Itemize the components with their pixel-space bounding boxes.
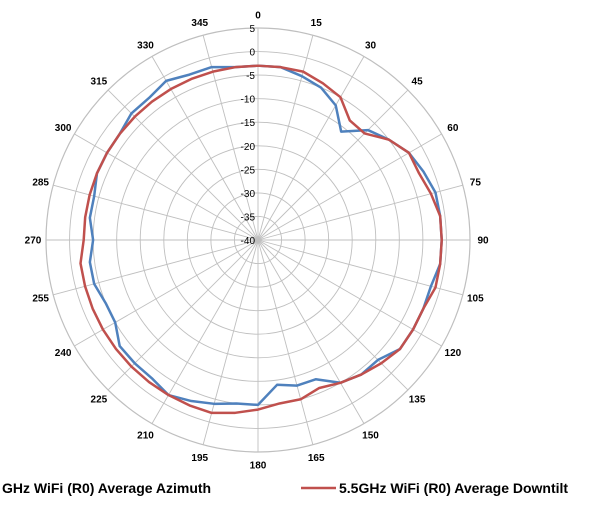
angle-label: 15 [311,18,323,29]
grid-spoke [257,239,463,296]
angle-label: 300 [55,123,72,134]
angle-label: 120 [445,348,462,359]
legend-label-azimuth: GHz WiFi (R0) Average Azimuth [2,480,211,496]
angle-label: 270 [25,236,42,247]
grid-spoke [74,239,259,347]
grid-spoke [151,239,259,424]
angle-label: 345 [191,18,208,29]
radial-tick-label: -5 [246,71,255,82]
angle-label: 255 [32,294,49,305]
grid-spoke [202,35,259,241]
grid-spoke [257,239,442,347]
angle-label: 45 [412,76,424,87]
angle-label: 135 [409,395,426,406]
radial-tick-label: -30 [241,189,256,200]
grid-spoke [202,239,259,445]
radial-tick-labels: 5 0 -5 -10 -15 -20 -25 -30 -35 -40 [241,24,256,247]
angle-label: 0 [255,11,261,22]
angle-label: 210 [137,430,154,441]
grid-spoke [107,239,259,391]
grid-spoke [257,35,314,241]
grid-spoke [257,184,463,241]
legend: GHz WiFi (R0) Average Azimuth 5.5GHz WiF… [2,480,568,496]
radial-tick-label: -35 [241,212,256,223]
radial-tick-label: -20 [241,142,256,153]
grid-spoke [53,239,259,296]
grid-spoke [257,239,365,424]
grid-spoke [257,239,409,391]
series-lines [79,64,443,415]
radial-tick-label: -10 [241,95,256,106]
series-line-2 [79,64,443,415]
radial-tick-label: -25 [241,165,256,176]
grid-spoke [107,89,259,241]
angle-label: 240 [55,348,72,359]
grid-spoke [257,133,442,241]
angle-label: 315 [91,76,108,87]
grid-spoke [257,89,409,241]
radial-tick-label: 0 [249,48,255,59]
grid-spoke [151,56,259,241]
angle-label: 195 [191,453,208,464]
grid-spoke [53,184,259,241]
chart-grid [45,27,471,453]
angle-label: 285 [32,177,49,188]
angle-labels: 0 15 30 45 60 75 90 105 120 135 150 165 180 195 210 225… [25,11,489,472]
radial-tick-label: -40 [241,236,256,247]
angle-label: 150 [362,430,379,441]
angle-label: 165 [308,453,325,464]
radial-tick-label: -15 [241,118,256,129]
angle-label: 60 [447,123,459,134]
grid-spoke [74,133,259,241]
angle-label: 330 [137,41,154,52]
grid-spoke [257,56,365,241]
angle-label: 75 [470,177,482,188]
radial-tick-label: 5 [249,24,255,35]
angle-label: 180 [250,461,267,472]
angle-label: 225 [91,395,108,406]
angle-label: 90 [477,236,489,247]
angle-label: 30 [365,41,377,52]
grid-spoke [257,239,314,445]
angle-label: 105 [467,294,484,305]
legend-label-downtilt: 5.5GHz WiFi (R0) Average Downtilt [339,480,568,496]
